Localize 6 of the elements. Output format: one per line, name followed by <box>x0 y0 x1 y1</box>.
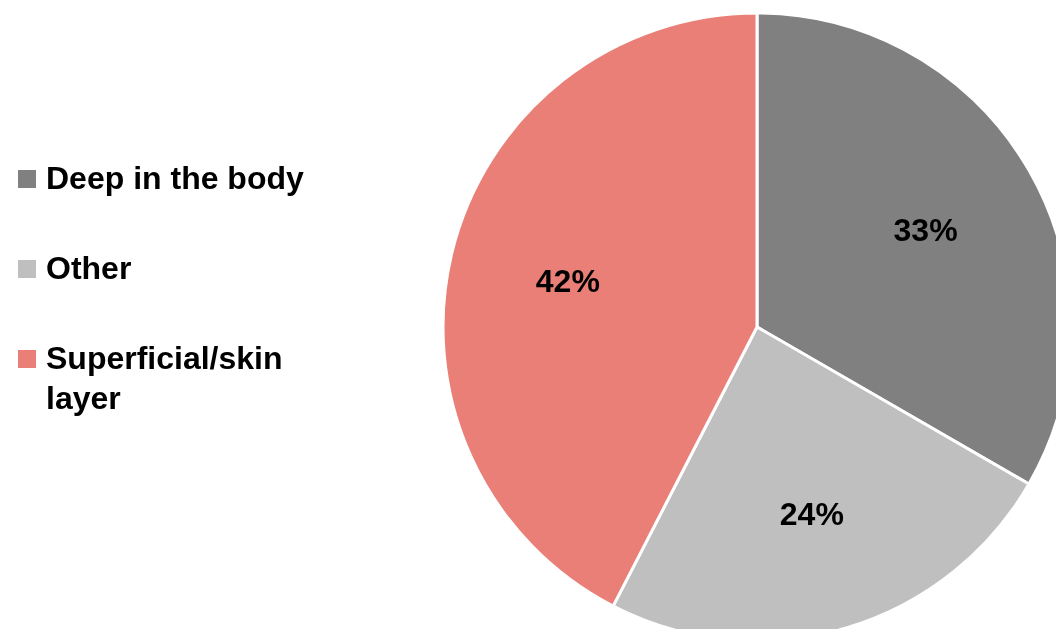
legend-label: Superficial/skin layer <box>46 339 284 418</box>
legend-label: Other <box>46 249 133 288</box>
data-label: 42% <box>535 263 600 300</box>
data-label: 24% <box>779 495 844 532</box>
legend-label: Deep in the body <box>46 159 305 198</box>
data-label: 33% <box>893 211 958 248</box>
